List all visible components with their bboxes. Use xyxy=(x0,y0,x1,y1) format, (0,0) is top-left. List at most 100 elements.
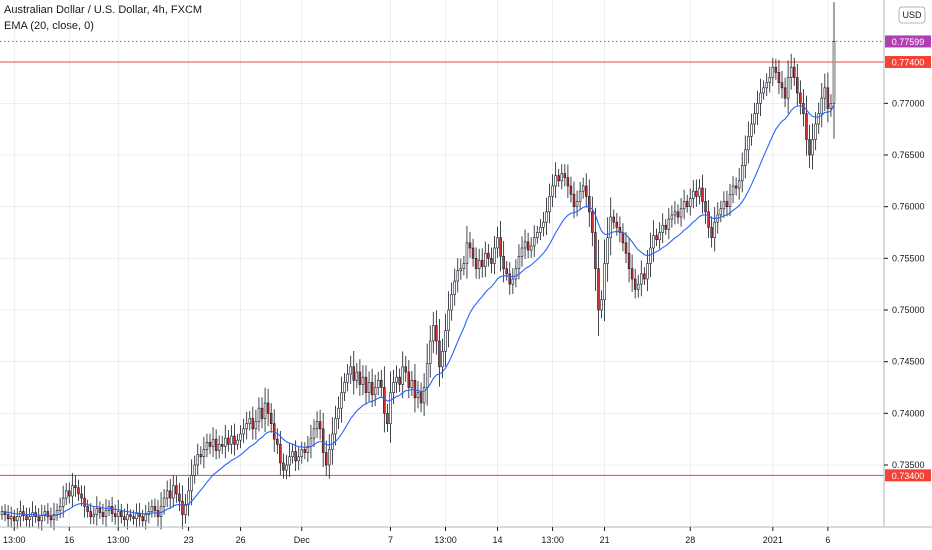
candle-up xyxy=(376,379,380,388)
candle xyxy=(178,482,181,512)
candle xyxy=(428,325,432,378)
x-tick-label: 28 xyxy=(685,535,695,545)
candle-down xyxy=(471,247,475,259)
price-axis[interactable]: 0.77000 0.76500 0.76000 0.75500 0.75000 0.745… xyxy=(884,98,925,470)
candle-up xyxy=(104,510,108,517)
candle xyxy=(511,268,515,294)
candle-down xyxy=(704,201,707,213)
candle-down xyxy=(526,241,530,251)
time-axis[interactable]: 13:00 16 13:00 23 26 Dec 7 13:00 14 13:00 21 28 2021… xyxy=(3,527,830,545)
level-tag xyxy=(885,56,931,68)
candle xyxy=(771,57,775,86)
candle-up xyxy=(820,97,824,114)
candle xyxy=(588,179,591,227)
candle-down xyxy=(435,325,438,342)
candle-down xyxy=(120,511,123,517)
candle xyxy=(254,409,258,440)
candle xyxy=(667,208,671,240)
candle xyxy=(536,225,539,244)
candle-up xyxy=(789,66,793,78)
candle xyxy=(814,112,817,151)
candle xyxy=(734,177,738,196)
y-tick-label: 0.76500 xyxy=(892,150,925,160)
candle-up xyxy=(9,516,13,520)
candle xyxy=(224,424,227,459)
y-tick-label: 0.77000 xyxy=(892,98,925,108)
candle-up xyxy=(520,247,524,257)
candle-up xyxy=(581,185,585,192)
candle xyxy=(58,497,62,519)
candle-down xyxy=(181,500,184,515)
x-tick-label: 2021 xyxy=(763,535,783,545)
candle-up xyxy=(609,216,612,238)
candle xyxy=(352,351,356,395)
candle xyxy=(432,311,435,354)
candle-up xyxy=(422,387,426,404)
candle xyxy=(95,496,99,526)
candle xyxy=(6,505,10,528)
candle-up xyxy=(285,464,288,471)
candle-down xyxy=(612,216,616,223)
candle-up xyxy=(334,418,337,435)
candle-down xyxy=(566,177,570,187)
candle-up xyxy=(667,218,671,230)
candle xyxy=(609,197,612,256)
candle-up xyxy=(126,514,129,521)
candle xyxy=(679,197,683,227)
candle-up xyxy=(829,103,833,109)
candle xyxy=(318,409,322,440)
candle xyxy=(291,444,294,464)
candle-down xyxy=(621,232,625,244)
candle-up xyxy=(355,371,359,381)
candle xyxy=(701,174,704,214)
candle-down xyxy=(627,252,631,269)
candle-down xyxy=(101,512,105,517)
candle xyxy=(652,220,655,262)
candle-up xyxy=(346,373,349,383)
candle xyxy=(269,403,273,433)
candle-up xyxy=(747,136,750,151)
candle xyxy=(789,53,793,90)
candle xyxy=(783,77,787,108)
candle xyxy=(9,506,13,528)
x-tick-label: 6 xyxy=(825,535,830,545)
candle-up xyxy=(291,451,294,458)
candle xyxy=(251,406,255,440)
candle xyxy=(563,164,567,187)
candle-down xyxy=(725,201,729,207)
candle xyxy=(468,231,472,258)
candle xyxy=(728,183,732,216)
candle xyxy=(306,435,310,463)
candle xyxy=(153,498,157,518)
candle-up xyxy=(551,185,554,197)
candle xyxy=(120,503,123,524)
candle xyxy=(101,503,105,525)
candle-up xyxy=(698,187,701,197)
candle-down xyxy=(588,196,591,213)
candle-down xyxy=(398,376,401,385)
candle xyxy=(762,80,765,100)
candle xyxy=(260,397,264,429)
currency-button[interactable]: USD xyxy=(898,6,926,24)
candle xyxy=(349,355,352,385)
candle-up xyxy=(786,77,790,99)
candle-up xyxy=(28,516,31,521)
candle-down xyxy=(208,441,212,447)
candle xyxy=(688,188,692,216)
candle-up xyxy=(517,255,521,269)
candle xyxy=(774,58,778,80)
candle xyxy=(361,365,365,396)
candle-up xyxy=(248,418,252,424)
candle-down xyxy=(321,428,325,453)
candle xyxy=(181,485,184,529)
candle xyxy=(282,453,285,479)
candle-down xyxy=(37,516,40,522)
candle xyxy=(698,178,701,205)
candle xyxy=(673,201,677,225)
candle xyxy=(453,268,456,306)
candle xyxy=(331,417,334,465)
candle-down xyxy=(233,435,236,445)
candle-up xyxy=(432,325,435,342)
candle xyxy=(205,433,209,458)
